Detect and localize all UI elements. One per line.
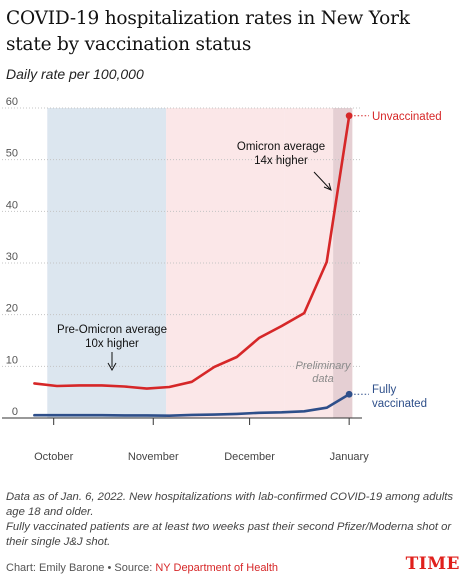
- x-tick-october: October: [34, 451, 73, 463]
- y-tick-60: 60: [6, 96, 18, 108]
- series-label-fully-vaccinated-0: Fully: [372, 384, 397, 396]
- series-line-fully-vaccinated: [33, 392, 351, 418]
- annotation-omicron-arrowhead: [323, 182, 332, 191]
- credit-line: Chart: Emily Barone • Source: NY Departm…: [6, 562, 278, 574]
- x-tick-december: December: [224, 451, 275, 463]
- x-tick-november: November: [128, 451, 179, 463]
- x-tick-january: January: [330, 451, 370, 463]
- y-tick-40: 40: [6, 199, 18, 211]
- credit-prefix: Chart: Emily Barone • Source:: [6, 562, 156, 574]
- source-name: NY Department of Health: [155, 562, 279, 574]
- annotation-omicron-0: Omicron average: [237, 141, 325, 153]
- footnote-fully-vaccinated: Fully vaccinated patients are at least t…: [6, 521, 452, 548]
- annotation-pre-omicron-arrowhead: [107, 362, 117, 372]
- y-tick-30: 30: [6, 251, 18, 263]
- annotation-preliminary-0: Preliminary: [295, 360, 352, 372]
- annotation-preliminary-1: data: [312, 373, 333, 385]
- y-tick-10: 10: [6, 354, 18, 366]
- time-logo: TIME: [405, 554, 460, 574]
- annotation-pre-omicron-0: Pre-Omicron average: [57, 324, 167, 336]
- footnotes: Data as of Jan. 6, 2022. New hospitaliza…: [6, 490, 456, 550]
- series-line-unvaccinated: [33, 114, 351, 390]
- annotation-omicron-pointer: [313, 171, 331, 190]
- y-tick-20: 20: [6, 303, 18, 315]
- hospitalization-chart: 0 10 20 30 40 50 60 October November December Janu…: [2, 96, 442, 463]
- footnote-data-as-of: Data as of Jan. 6, 2022. New hospitaliza…: [6, 491, 454, 518]
- y-tick-0: 0: [12, 406, 18, 418]
- series-label-unvaccinated-0: Unvaccinated: [372, 111, 442, 123]
- y-tick-50: 50: [6, 148, 18, 160]
- annotation-omicron-1: 14x higher: [254, 155, 308, 167]
- series-endpoint-fully-vaccinated: [345, 390, 353, 398]
- annotation-pre-omicron-1: 10x higher: [85, 338, 139, 350]
- series-label-fully-vaccinated-1: vaccinated: [372, 398, 427, 410]
- chart-subtitle: Daily rate per 100,000: [6, 66, 144, 82]
- series-endpoint-unvaccinated: [345, 112, 353, 120]
- chart-title: COVID-19 hospitalization rates in New Yo…: [6, 8, 410, 55]
